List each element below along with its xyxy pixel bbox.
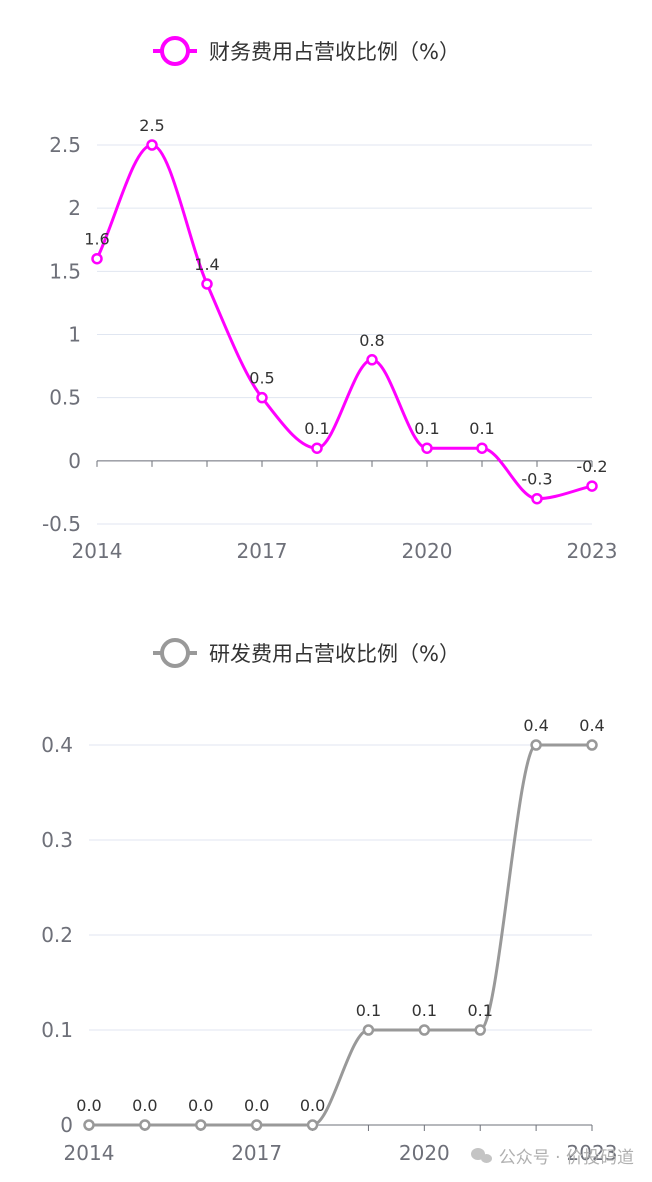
financial-expense-chart-svg: 财务费用占营收比例（%） -0.5 0 0.5 1 1.5 2 2.5 2014 2017 2020… [42,36,618,563]
x-tick-label: 2020 [402,539,453,563]
y-tick-label: 0.3 [41,828,73,852]
data-label: 0.1 [412,1001,437,1020]
financial-expense-ratio-chart: 财务费用占营收比例（%） -0.5 0 0.5 1 1.5 2 2.5 2014 2017 2020… [0,0,652,590]
data-point [306,1119,319,1131]
y-tick-label: 0 [68,449,81,473]
legend: 财务费用占营收比例（%） [153,36,460,66]
data-label: 0.1 [414,419,439,438]
data-label: 2.5 [139,116,164,135]
data-label: 0.5 [249,369,274,388]
y-tick-label: 0 [60,1113,73,1137]
x-tick-label: 2017 [237,539,288,563]
x-tick-label: 2017 [231,1141,282,1165]
y-tick-label: 0.5 [49,386,81,410]
legend-circle-icon [160,638,190,668]
data-point [83,1119,95,1131]
data-point [139,1119,151,1131]
data-label: 0.1 [469,419,494,438]
legend-label: 研发费用占营收比例（%） [209,642,460,666]
y-tick-label: 0.1 [41,1018,73,1042]
watermark: 公众号 · 价投码道 [470,1143,634,1168]
data-label: 0.1 [356,1001,381,1020]
data-label: 1.4 [194,255,219,274]
legend-label: 财务费用占营收比例（%） [209,40,460,64]
y-tick-label: 0.4 [41,733,73,757]
data-label: -0.3 [521,470,552,489]
data-label: 0.0 [244,1096,269,1115]
x-tick-label: 2023 [567,1141,618,1165]
data-point [91,252,103,265]
y-tick-label: 2 [68,196,81,220]
data-point [421,442,433,454]
x-tick-label: 2014 [64,1141,115,1165]
legend: 研发费用占营收比例（%） [153,638,460,668]
data-label: 0.8 [359,331,384,350]
data-label: 0.1 [467,1001,492,1020]
data-point [195,1119,207,1131]
data-label: 0.4 [579,716,604,735]
rnd-expense-ratio-chart: 研发费用占营收比例（%） 0 0.1 0.2 0.3 0.4 2014 2017 2020 202… [0,600,652,1182]
data-point [586,739,598,751]
x-tick-label: 2014 [72,539,123,563]
x-tick-label: 2023 [567,539,618,563]
data-point [531,492,543,505]
data-point [311,442,323,454]
data-point [256,391,268,404]
series-line [95,143,593,501]
watermark-text: 公众号 · 价投码道 [498,1148,634,1168]
y-tick-label: -0.5 [42,512,81,536]
y-tick-label: 1 [68,323,81,347]
data-label: 0.4 [523,716,548,735]
data-point [586,480,598,492]
data-label: -0.2 [576,457,607,476]
wechat-icon [470,1147,493,1164]
data-point [474,1024,486,1036]
y-tick-label: 2.5 [49,133,81,157]
data-point [146,139,158,151]
data-label: 1.6 [84,230,109,249]
y-tick-label: 1.5 [49,259,81,283]
data-point [250,1119,263,1131]
y-tick-label: 0.2 [41,923,73,947]
data-point [201,278,213,290]
data-point [418,1024,431,1036]
legend-circle-icon [160,36,190,66]
data-label: 0.1 [304,419,329,438]
data-label: 0.0 [188,1096,213,1115]
data-point [530,739,542,751]
data-point [476,442,488,454]
data-point [362,1024,375,1036]
data-label: 0.0 [132,1096,157,1115]
x-tick-label: 2020 [399,1141,450,1165]
rnd-expense-chart-svg: 研发费用占营收比例（%） 0 0.1 0.2 0.3 0.4 2014 2017 2020 202… [41,638,618,1165]
data-point [366,354,378,366]
data-label: 0.0 [300,1096,325,1115]
data-label: 0.0 [76,1096,101,1115]
